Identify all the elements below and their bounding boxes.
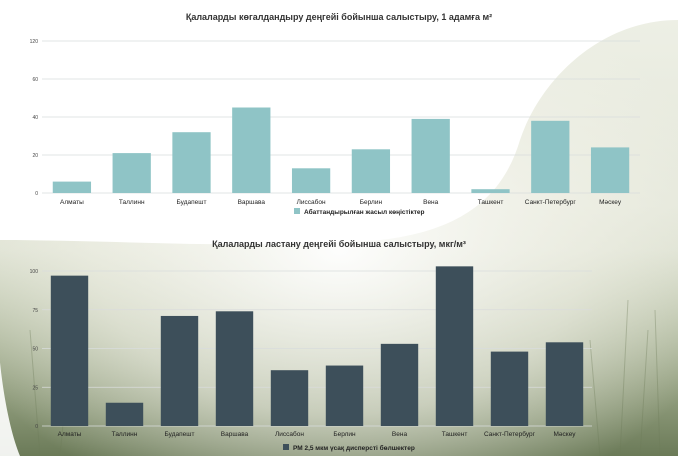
x-tick-label: Вена (423, 199, 439, 206)
y-tick-label: 120 (30, 39, 39, 45)
bar (531, 120, 570, 193)
bar (325, 365, 364, 426)
legend-label: Абаттандырылған жасыл көңістіктер (304, 208, 425, 216)
y-tick-label: 40 (32, 115, 38, 121)
bar (471, 189, 510, 193)
bar (172, 132, 211, 193)
x-tick-label: Мәскеу (554, 431, 577, 438)
bar (232, 107, 271, 193)
x-tick-label: Будапешт (165, 431, 195, 438)
y-tick-labels: 0 20 40 60 120 (30, 39, 39, 197)
x-tick-label: Вена (392, 431, 408, 438)
bar (435, 266, 474, 426)
greenery-chart: Қалаларды көгалдандыру деңгейі бойынша с… (30, 12, 640, 216)
y-tick-labels: 0 25 50 75 100 (30, 269, 39, 430)
y-tick-label: 25 (32, 385, 38, 391)
x-tick-label: Лиссабон (275, 430, 304, 438)
pollution-chart: Қалаларды ластану деңгейі бойынша салыст… (30, 239, 592, 452)
legend-label: РМ 2,5 мкм үсақ дисперсті бөлшектер (293, 444, 415, 452)
x-tick-labels: Алматы Таллинн Будапешт Варшава Лиссабон Берл… (60, 198, 622, 206)
legend-swatch (294, 208, 300, 214)
y-tick-label: 75 (32, 308, 38, 314)
legend-swatch (283, 444, 289, 450)
y-tick-label: 100 (30, 269, 39, 275)
bar (411, 118, 450, 193)
x-tick-label: Санкт-Петербург (525, 198, 577, 206)
x-tick-label: Алматы (60, 199, 84, 206)
bar (112, 153, 151, 193)
bar (50, 275, 89, 426)
x-tick-label: Таллинн (119, 199, 145, 206)
x-tick-label: Ташкент (442, 431, 468, 438)
x-tick-label: Таллинн (112, 431, 138, 438)
bar (270, 370, 309, 426)
x-tick-labels: Алматы Таллинн Будапешт Варшава Лиссабон Берл… (58, 430, 577, 438)
x-tick-label: Лиссабон (297, 198, 326, 206)
bars (52, 107, 630, 193)
x-tick-label: Варшава (238, 199, 266, 206)
bar (545, 342, 584, 426)
y-tick-label: 50 (32, 347, 38, 353)
x-tick-label: Мәскеу (599, 199, 622, 206)
bar (590, 147, 630, 193)
x-tick-label: Алматы (58, 431, 82, 438)
chart-title: Қалаларды ластану деңгейі бойынша салыст… (212, 239, 466, 249)
y-tick-label: 0 (35, 191, 38, 197)
chart-title: Қалаларды көгалдандыру деңгейі бойынша с… (186, 12, 492, 22)
bars (50, 266, 584, 426)
x-tick-label: Варшава (221, 431, 249, 438)
bar (380, 343, 419, 426)
y-tick-label: 0 (35, 424, 38, 430)
y-tick-label: 60 (32, 77, 38, 83)
bar (215, 311, 254, 426)
legend: РМ 2,5 мкм үсақ дисперсті бөлшектер (283, 444, 415, 452)
y-gridlines (42, 270, 592, 427)
bar (291, 168, 331, 193)
y-tick-label: 20 (32, 153, 38, 159)
x-tick-label: Санкт-Петербург (484, 430, 536, 438)
legend: Абаттандырылған жасыл көңістіктер (294, 208, 425, 216)
bar (105, 402, 144, 426)
bar (160, 315, 199, 426)
x-tick-label: Берлин (360, 199, 383, 206)
bar (52, 181, 92, 193)
bar (351, 149, 391, 193)
bar (490, 351, 529, 426)
x-tick-label: Ташкент (478, 199, 504, 206)
x-tick-label: Будапешт (177, 199, 207, 206)
x-tick-label: Берлин (333, 431, 356, 438)
